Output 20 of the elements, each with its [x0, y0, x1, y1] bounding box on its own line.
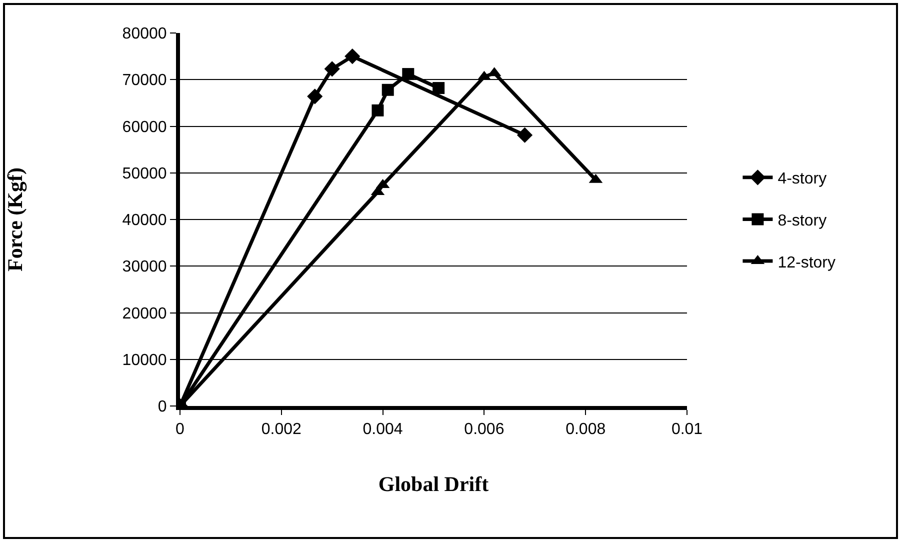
- x-tick-label: 0.004: [362, 421, 403, 438]
- y-tick-label: 60000: [122, 118, 167, 136]
- x-tick-label: 0.006: [464, 421, 504, 438]
- legend-label: 12-story: [778, 254, 836, 272]
- x-tick-label: 0.01: [671, 421, 703, 438]
- x-tick-label: 0.008: [566, 421, 606, 438]
- y-axis-title: Force (Kgf): [2, 168, 27, 272]
- x-axis-title: Global Drift: [378, 472, 489, 496]
- y-tick-label: 20000: [122, 305, 167, 322]
- y-tick-label: 0: [158, 398, 167, 416]
- x-tick-label: 0.002: [261, 421, 302, 438]
- y-tick-label: 10000: [122, 352, 167, 369]
- x-tick-label: 0: [176, 421, 185, 438]
- legend-label: 4-story: [778, 170, 827, 188]
- y-tick-label: 70000: [122, 72, 167, 90]
- y-tick-label: 30000: [122, 258, 167, 276]
- y-tick-label: 40000: [122, 212, 167, 230]
- legend-label: 8-story: [778, 212, 827, 230]
- y-tick-label: 80000: [122, 26, 167, 43]
- y-tick-label: 50000: [122, 165, 167, 182]
